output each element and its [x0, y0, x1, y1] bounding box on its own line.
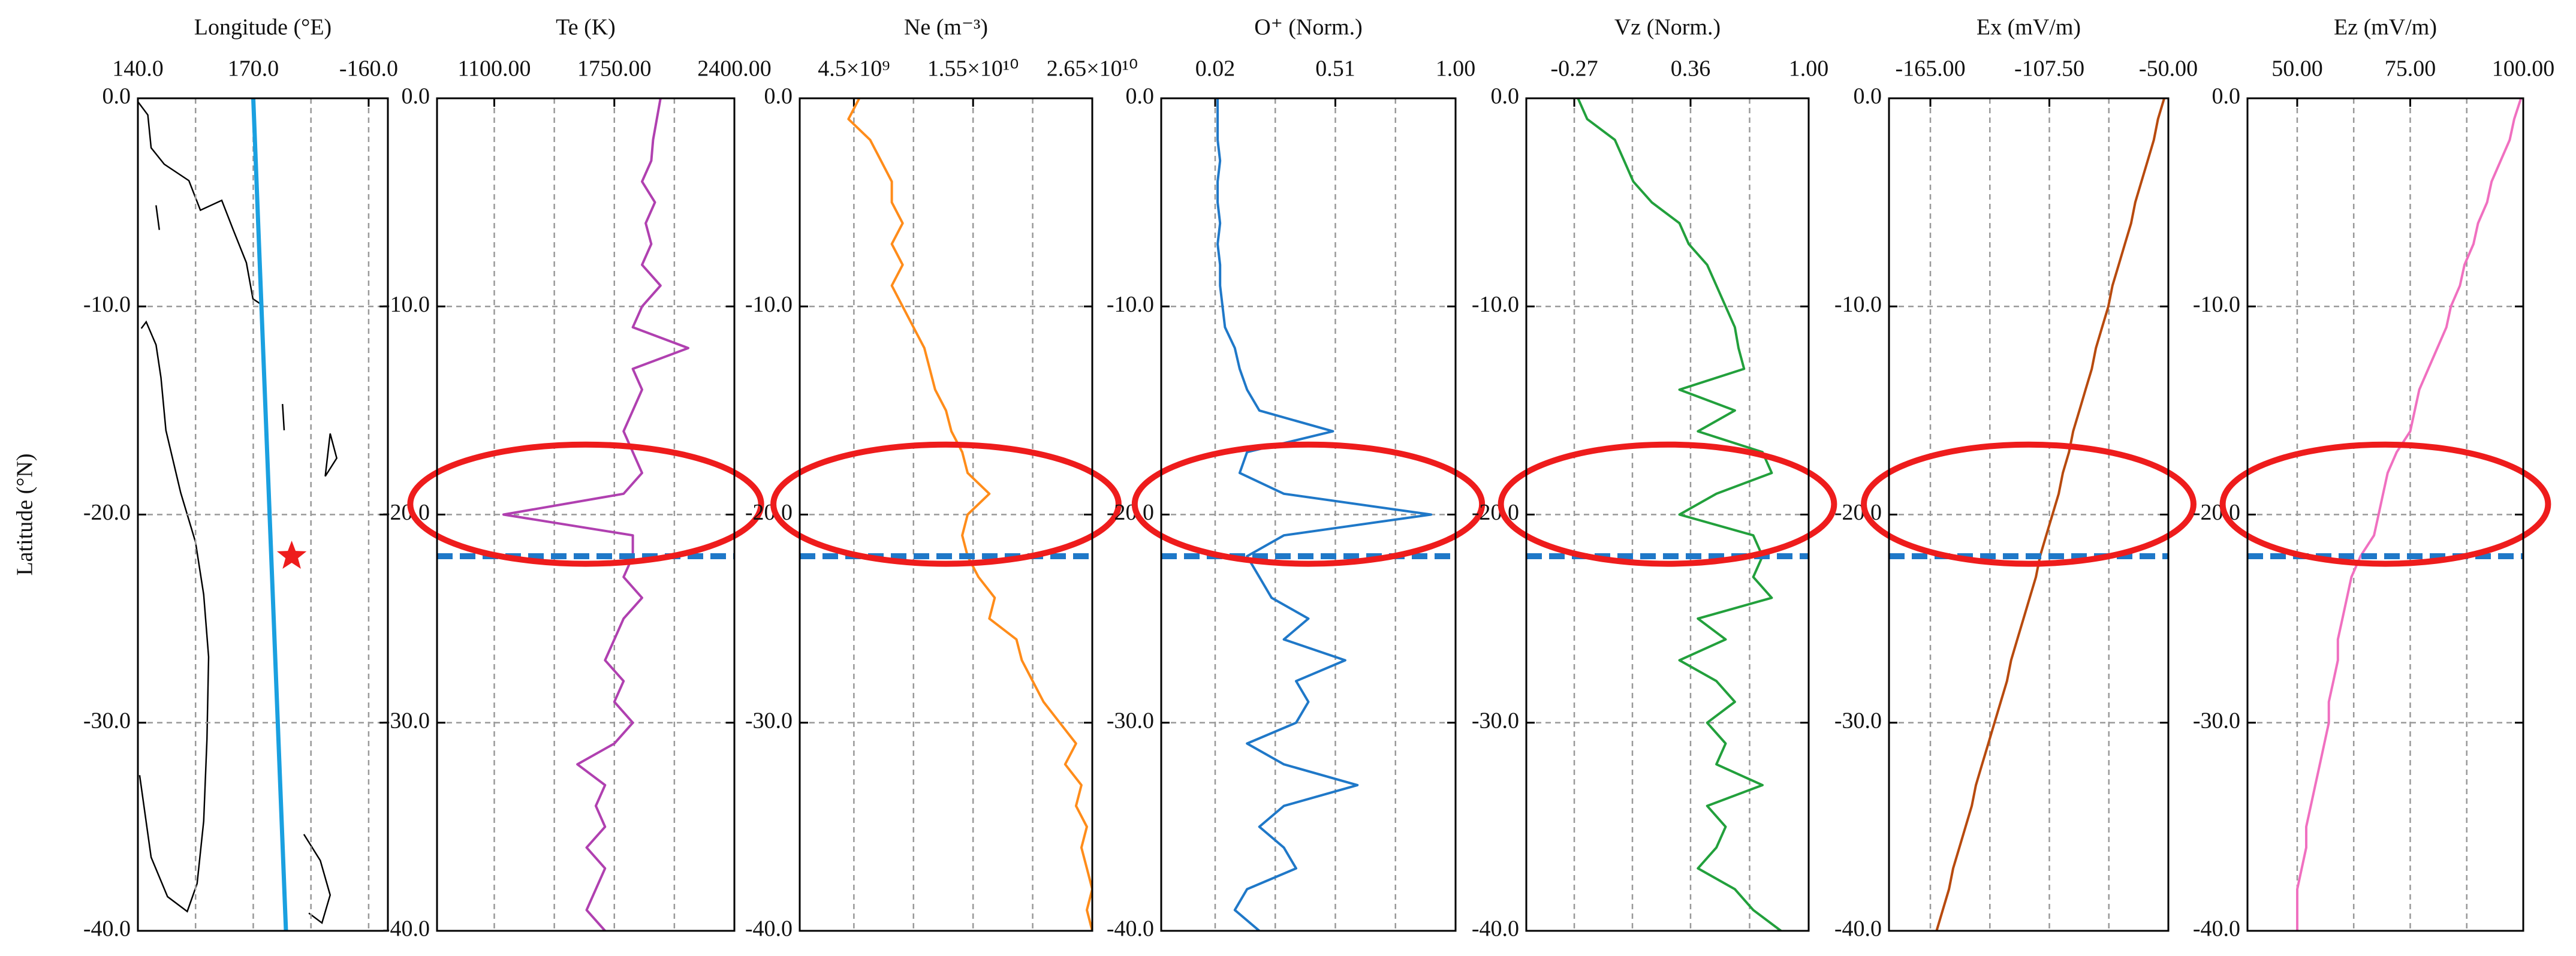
- coastline: [155, 205, 161, 230]
- axis-title: Ex (mV/m): [1977, 15, 2081, 40]
- y-tick-label: -40.0: [745, 916, 793, 942]
- plot-area: [847, 98, 1092, 931]
- y-tick-label: -40.0: [83, 916, 131, 942]
- y-tick-label: -40.0: [1107, 916, 1154, 942]
- y-tick-label: -30.0: [2193, 708, 2240, 733]
- x-tick-label: -160.0: [339, 56, 398, 82]
- y-tick-label: 0.0: [1491, 84, 1520, 109]
- axis-title: Longitude (°E): [194, 15, 332, 40]
- y-tick-label: 0.0: [1854, 84, 1882, 109]
- y-tick-label: -30.0: [1107, 708, 1154, 733]
- x-tick-label: 2400.00: [697, 56, 772, 82]
- y-tick-label: -20.0: [83, 500, 131, 525]
- plot-frame: [2246, 97, 2524, 932]
- y-tick-label: -10.0: [83, 292, 131, 317]
- x-tick-label: 100.00: [2492, 56, 2555, 82]
- highlight-ellipse: [407, 441, 764, 567]
- y-tick-label: -40.0: [2193, 916, 2240, 942]
- y-tick-label: -30.0: [1834, 708, 1882, 733]
- coastline: [324, 433, 338, 477]
- y-tick-label: -10.0: [2193, 292, 2240, 317]
- y-tick-label: -30.0: [83, 708, 131, 733]
- plot-area: [1216, 98, 1433, 931]
- y-axis-label: Latitude (°N): [13, 453, 38, 575]
- x-tick-label: 75.00: [2385, 56, 2436, 82]
- y-tick-label: -30.0: [1472, 708, 1519, 733]
- y-tick-label: -20.0: [382, 500, 430, 525]
- profile-line: [1216, 98, 1433, 931]
- profile-line: [1577, 98, 1782, 931]
- x-tick-label: -107.50: [2014, 56, 2084, 82]
- x-tick-label: -165.00: [1895, 56, 1965, 82]
- plot-area: [1577, 98, 1782, 931]
- y-tick-label: -20.0: [1107, 500, 1154, 525]
- x-tick-label: 2.65×10¹⁰: [1047, 56, 1138, 82]
- x-tick-label: 4.5×10⁹: [818, 56, 890, 82]
- y-tick-label: -30.0: [745, 708, 793, 733]
- coastlines: [137, 101, 338, 924]
- profile-line: [1935, 98, 2166, 931]
- x-tick-label: 0.51: [1315, 56, 1355, 82]
- x-tick-label: 50.00: [2271, 56, 2323, 82]
- highlight-ellipse: [770, 441, 1122, 567]
- highlight-ellipse: [2219, 441, 2551, 567]
- highlight-ellipse: [1861, 441, 2197, 567]
- y-tick-label: -40.0: [1834, 916, 1882, 942]
- plot-area: [251, 98, 288, 931]
- x-tick-label: -50.00: [2139, 56, 2198, 82]
- track-line: [251, 98, 288, 931]
- y-tick-label: 0.0: [764, 84, 793, 109]
- profile-line: [502, 98, 689, 931]
- plot-area: [1935, 98, 2166, 931]
- x-tick-label: 0.36: [1671, 56, 1711, 82]
- x-tick-label: 170.0: [228, 56, 279, 82]
- y-tick-label: -20.0: [745, 500, 793, 525]
- axis-title: Te (K): [556, 15, 616, 40]
- y-tick-label: -30.0: [382, 708, 430, 733]
- y-tick-label: 0.0: [1126, 84, 1155, 109]
- coastline: [282, 403, 285, 430]
- y-tick-label: 0.0: [402, 84, 430, 109]
- axis-title: Ez (mV/m): [2334, 15, 2437, 40]
- x-tick-label: 1100.00: [457, 56, 531, 82]
- plot-frame: [137, 97, 389, 932]
- axis-title: O⁺ (Norm.): [1254, 15, 1362, 40]
- plot-frame: [1525, 97, 1810, 932]
- y-tick-label: -10.0: [745, 292, 793, 317]
- x-tick-label: 140.0: [112, 56, 164, 82]
- y-tick-label: -40.0: [382, 916, 430, 942]
- plot-frame: [1888, 97, 2170, 932]
- coastline: [303, 834, 332, 924]
- y-tick-label: -40.0: [1472, 916, 1519, 942]
- y-tick-label: -10.0: [1834, 292, 1882, 317]
- y-tick-label: -10.0: [1107, 292, 1154, 317]
- profile-line: [2296, 98, 2523, 931]
- highlight-ellipse: [1131, 441, 1486, 567]
- x-tick-label: 1750.00: [577, 56, 652, 82]
- plot-frame: [436, 97, 736, 932]
- y-tick-label: 0.0: [2212, 84, 2241, 109]
- x-tick-label: 1.00: [1436, 56, 1476, 82]
- y-tick-label: 0.0: [103, 84, 131, 109]
- axis-title: Vz (Norm.): [1614, 15, 1721, 40]
- star-marker: [276, 541, 307, 569]
- x-tick-label: 0.02: [1195, 56, 1236, 82]
- y-tick-label: -10.0: [1472, 292, 1519, 317]
- profile-line: [847, 98, 1092, 931]
- coastline: [138, 320, 210, 913]
- coastline: [137, 101, 264, 306]
- highlight-ellipse: [1498, 441, 1837, 567]
- x-tick-label: -0.27: [1550, 56, 1598, 82]
- y-tick-label: -10.0: [382, 292, 430, 317]
- plot-frame: [1160, 97, 1457, 932]
- x-tick-label: 1.00: [1789, 56, 1829, 82]
- plot-area: [2296, 98, 2523, 931]
- x-tick-label: 1.55×10¹⁰: [927, 56, 1019, 82]
- plot-area: [502, 98, 689, 931]
- plot-frame: [799, 97, 1093, 932]
- axis-title: Ne (m⁻³): [904, 15, 988, 40]
